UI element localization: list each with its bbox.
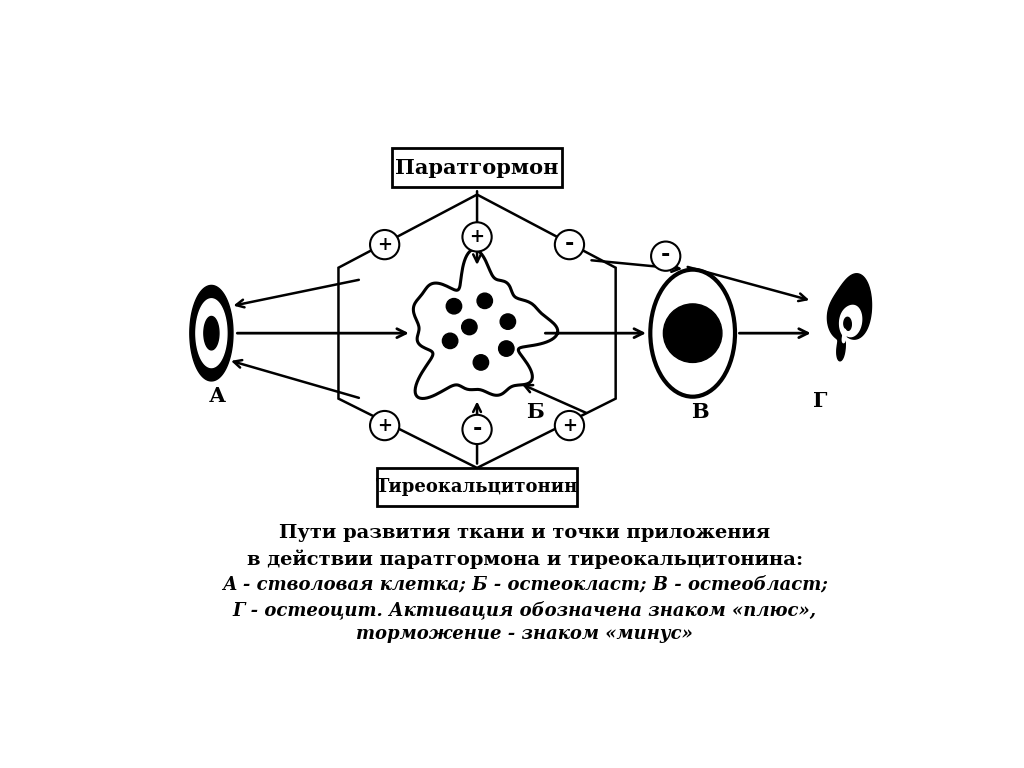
Text: Г - остеоцит. Активация обозначена знаком «плюс»,: Г - остеоцит. Активация обозначена знако…: [232, 601, 817, 619]
Text: в действии паратгормона и тиреокальцитонина:: в действии паратгормона и тиреокальцитон…: [247, 549, 803, 568]
Text: А - стволовая клетка; Б - остеокласт; В - остеобласт;: А - стволовая клетка; Б - остеокласт; В …: [222, 576, 827, 594]
Polygon shape: [196, 299, 227, 368]
Polygon shape: [204, 316, 219, 350]
Text: +: +: [562, 416, 577, 435]
Text: А: А: [209, 386, 226, 406]
Polygon shape: [840, 306, 861, 343]
Polygon shape: [844, 317, 851, 330]
Text: В: В: [691, 402, 710, 422]
Text: Пути развития ткани и точки приложения: Пути развития ткани и точки приложения: [280, 525, 770, 542]
Text: -: -: [565, 233, 574, 255]
Circle shape: [442, 333, 458, 349]
Text: +: +: [377, 416, 392, 435]
Circle shape: [473, 355, 488, 370]
Circle shape: [499, 341, 514, 356]
Circle shape: [462, 319, 477, 335]
Circle shape: [500, 314, 515, 329]
Circle shape: [477, 293, 493, 309]
Text: Г: Г: [812, 391, 827, 411]
Circle shape: [463, 415, 492, 444]
Circle shape: [370, 411, 399, 440]
Circle shape: [446, 299, 462, 314]
Circle shape: [463, 222, 492, 252]
Text: Паратгормон: Паратгормон: [395, 157, 559, 177]
Text: -: -: [662, 244, 671, 266]
Text: +: +: [470, 228, 484, 246]
FancyBboxPatch shape: [392, 148, 562, 187]
Circle shape: [651, 242, 680, 271]
Text: Б: Б: [526, 402, 544, 422]
Polygon shape: [827, 273, 871, 361]
Polygon shape: [189, 286, 233, 381]
Text: Тиреокальцитонин: Тиреокальцитонин: [376, 478, 579, 496]
Text: торможение - знаком «минус»: торможение - знаком «минус»: [356, 625, 693, 644]
Polygon shape: [414, 250, 558, 399]
Text: +: +: [377, 236, 392, 253]
Circle shape: [555, 411, 584, 440]
Circle shape: [664, 304, 722, 362]
FancyBboxPatch shape: [377, 468, 578, 506]
Text: -: -: [472, 418, 481, 439]
Circle shape: [370, 230, 399, 260]
Circle shape: [555, 230, 584, 260]
Ellipse shape: [650, 270, 735, 397]
